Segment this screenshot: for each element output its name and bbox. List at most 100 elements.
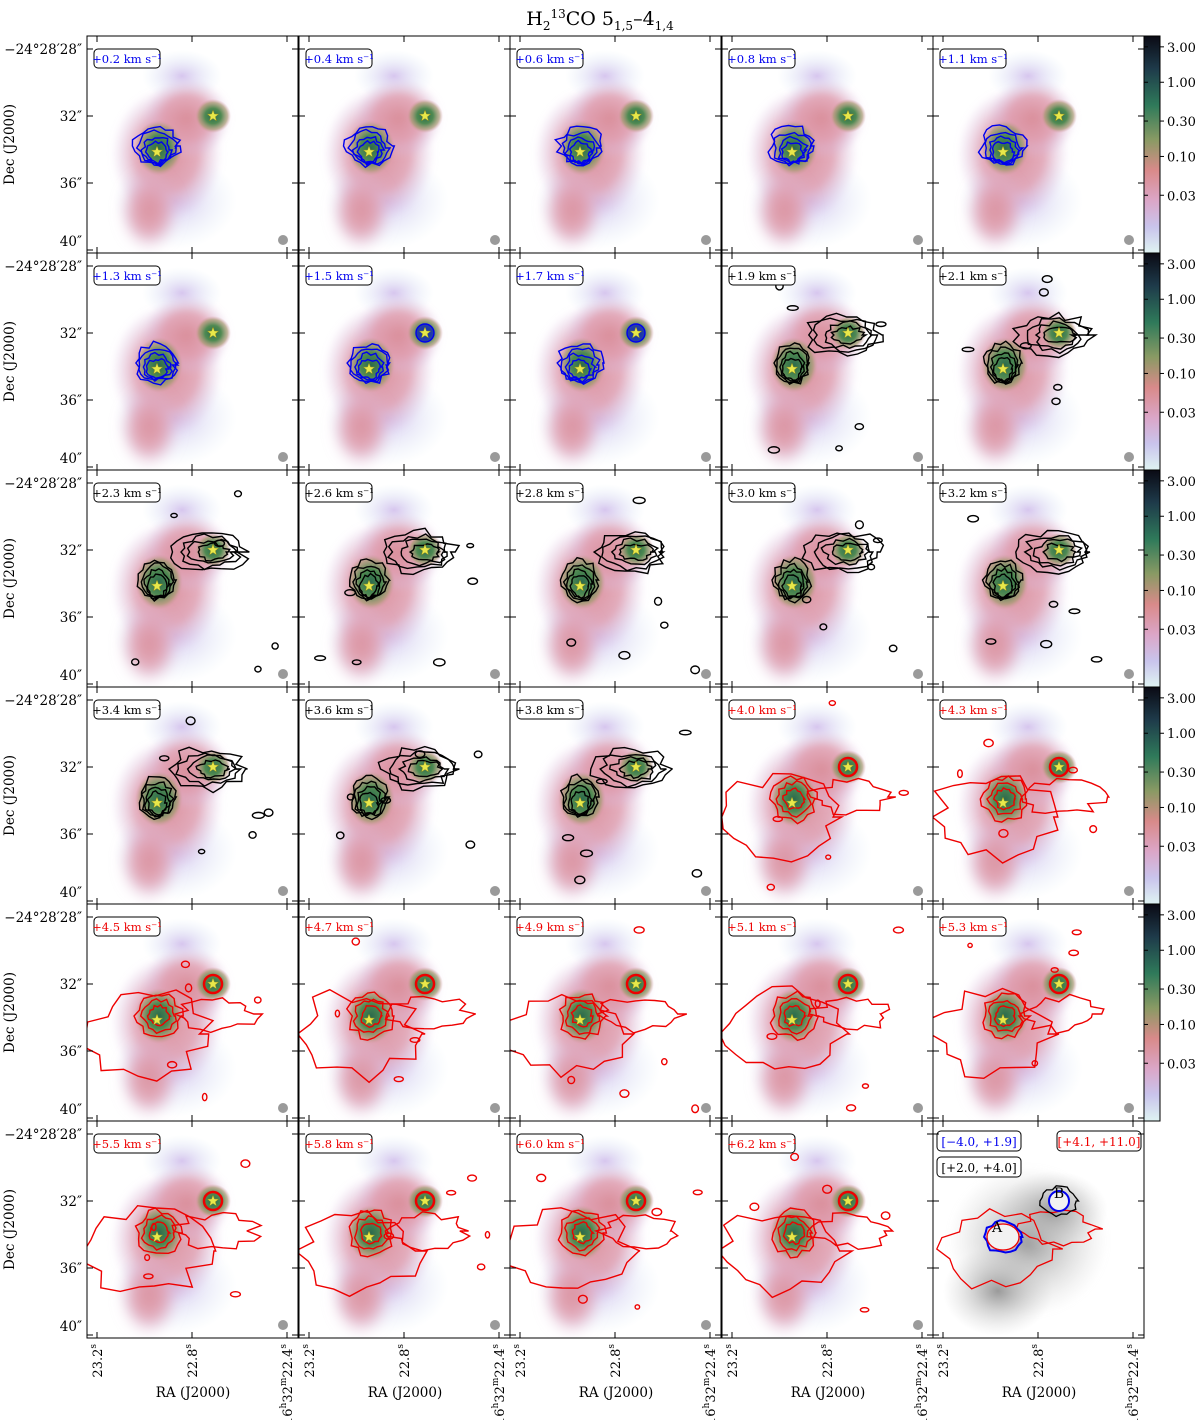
beam-ellipse bbox=[701, 1103, 711, 1113]
contour-level bbox=[783, 1004, 807, 1027]
star-marker bbox=[362, 796, 376, 809]
velocity-label-text: +0.8 km s⁻¹ bbox=[727, 52, 797, 66]
star-marker bbox=[785, 362, 799, 375]
panel-ticks bbox=[510, 904, 721, 1121]
contour-set bbox=[299, 926, 476, 1084]
beam-ellipse bbox=[1124, 452, 1134, 462]
panel-ticks bbox=[722, 1121, 933, 1338]
beam-ellipse bbox=[913, 1103, 923, 1113]
continuum-image bbox=[722, 1135, 923, 1336]
velocity-range-text: [+2.0, +4.0] bbox=[941, 1161, 1016, 1175]
x-tick-label: 23.2s bbox=[512, 1344, 529, 1378]
contour-level bbox=[299, 988, 426, 1084]
contour-level bbox=[808, 996, 891, 1031]
beam-ellipse bbox=[490, 886, 500, 896]
y-tick-label: −24°28′28″ bbox=[4, 42, 82, 58]
beam-ellipse bbox=[1124, 235, 1134, 245]
contour-island bbox=[888, 644, 898, 653]
star-marker bbox=[150, 1230, 164, 1243]
contour-island bbox=[254, 665, 262, 673]
velocity-label-text: +2.3 km s⁻¹ bbox=[92, 486, 162, 500]
contour-island bbox=[1019, 342, 1032, 350]
colorbar-tick-label: 0.03 bbox=[1167, 406, 1196, 421]
velocity-label-box bbox=[93, 916, 161, 937]
channel-panel: +6.0 km s⁻¹ bbox=[509, 1120, 722, 1339]
star-marker bbox=[629, 1194, 643, 1207]
contour-level bbox=[145, 357, 170, 379]
continuum-image bbox=[87, 918, 288, 1119]
star-marker bbox=[150, 145, 164, 158]
channel-panel: +3.8 km s⁻¹ bbox=[509, 686, 722, 905]
contour-island bbox=[1048, 600, 1059, 608]
colorbar-tick-label: 3.00 bbox=[1167, 258, 1196, 273]
colorbar-tick-label: 0.30 bbox=[1167, 549, 1196, 564]
velocity-label-text: +1.5 km s⁻¹ bbox=[304, 269, 374, 283]
contour-set bbox=[722, 926, 905, 1112]
panel-ticks bbox=[299, 687, 510, 904]
velocity-label-box bbox=[93, 48, 161, 69]
contour-island bbox=[691, 1104, 700, 1114]
panel-ticks bbox=[87, 687, 298, 904]
contour-level bbox=[599, 753, 667, 788]
contour-island bbox=[467, 577, 479, 585]
contour-island bbox=[465, 840, 476, 849]
velocity-label-text: +3.6 km s⁻¹ bbox=[304, 703, 374, 717]
panel-ticks bbox=[510, 687, 721, 904]
contour-island bbox=[414, 750, 426, 759]
contour-level bbox=[346, 343, 391, 384]
x-tick-label: 16h32m22.4s bbox=[914, 1344, 931, 1420]
diffuse-emission bbox=[119, 388, 179, 468]
beam-ellipse bbox=[701, 1320, 711, 1330]
diffuse-emission bbox=[965, 388, 1025, 468]
source-a-marker bbox=[986, 1223, 1020, 1251]
star-marker bbox=[362, 1013, 376, 1026]
contour-level bbox=[831, 542, 864, 562]
contour-level bbox=[562, 779, 597, 818]
panel-ticks bbox=[933, 36, 1144, 253]
colorbar-gradient bbox=[1143, 903, 1161, 1122]
contour-island bbox=[632, 496, 646, 505]
greyscale-image bbox=[998, 1171, 1108, 1251]
contour-island bbox=[445, 1189, 457, 1196]
star-marker bbox=[418, 109, 432, 122]
panel-ticks bbox=[510, 470, 721, 687]
contour-level bbox=[510, 1207, 641, 1289]
star-marker bbox=[573, 145, 587, 158]
velocity-label: +1.1 km s⁻¹ bbox=[938, 48, 1008, 69]
contour-island bbox=[466, 542, 475, 549]
contour-island bbox=[383, 1232, 395, 1240]
star-marker bbox=[785, 1230, 799, 1243]
colorbar-tick-label: 1.00 bbox=[1167, 727, 1196, 742]
contour-set bbox=[933, 929, 1105, 1080]
contour-level bbox=[510, 993, 636, 1079]
contour-set bbox=[553, 125, 603, 167]
x-tick-label: 23.2s bbox=[724, 1344, 741, 1378]
contour-level bbox=[186, 538, 239, 564]
panel-ticks bbox=[299, 470, 510, 687]
continuum-image bbox=[323, 50, 500, 251]
contour-set bbox=[131, 125, 182, 168]
diffuse-emission bbox=[965, 605, 1025, 685]
panel-ticks bbox=[510, 253, 721, 470]
continuum-image bbox=[299, 1135, 500, 1336]
velocity-label-text: +3.4 km s⁻¹ bbox=[92, 703, 162, 717]
contour-island bbox=[1089, 824, 1098, 834]
velocity-label-text: +5.5 km s⁻¹ bbox=[92, 1137, 162, 1151]
continuum-image bbox=[510, 918, 711, 1119]
contour-island bbox=[872, 537, 883, 544]
contour-island bbox=[185, 716, 196, 726]
velocity-label-text: +4.5 km s⁻¹ bbox=[92, 920, 162, 934]
summary-contours bbox=[935, 1185, 1104, 1290]
x-tick-label: 16h32m22.4s bbox=[279, 1344, 296, 1420]
star-marker bbox=[206, 977, 220, 990]
x-axis-title: RA (J2000) bbox=[1002, 1385, 1077, 1401]
contour-level bbox=[992, 573, 1014, 599]
panel-ticks bbox=[722, 470, 933, 687]
colorbar-tick-label: 3.00 bbox=[1167, 41, 1196, 56]
x-tick-label: 16h32m22.4s bbox=[1125, 1344, 1142, 1420]
velocity-label-text: +1.1 km s⁻¹ bbox=[938, 52, 1008, 66]
contour-level bbox=[568, 139, 593, 165]
continuum-image bbox=[722, 918, 923, 1119]
y-tick-label: −24°28′28″ bbox=[4, 1127, 82, 1143]
colorbar-tick-label: 3.00 bbox=[1167, 692, 1196, 707]
